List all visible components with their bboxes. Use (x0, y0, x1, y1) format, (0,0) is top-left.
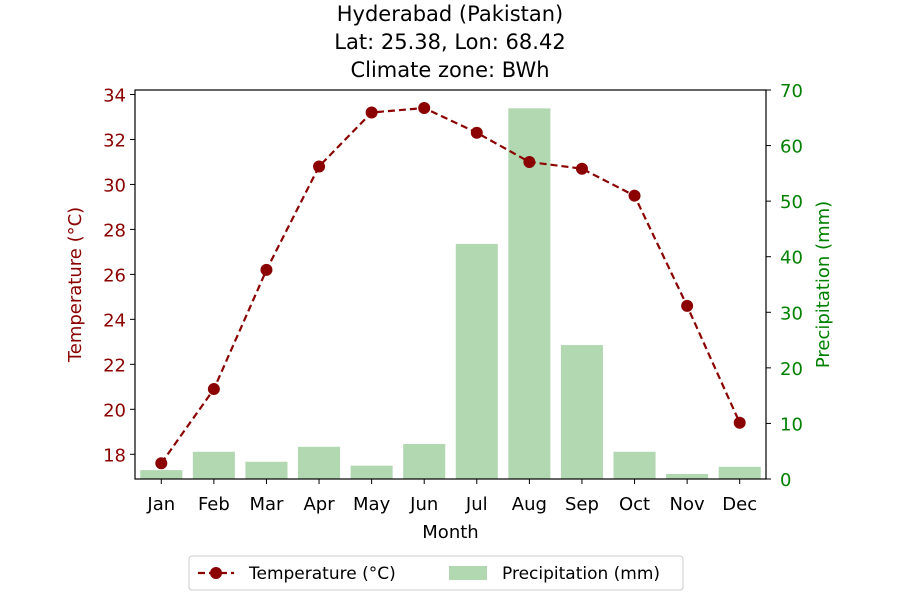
precipitation-bar (508, 108, 551, 480)
x-tick-label: Dec (722, 494, 757, 515)
x-tick-label: Aug (512, 494, 547, 515)
x-tick-label: Jan (146, 494, 175, 515)
temperature-point (681, 299, 694, 312)
x-tick-label: May (353, 494, 391, 515)
precipitation-bar (298, 446, 341, 479)
y-right-tick-label: 20 (780, 359, 803, 380)
legend: Temperature (°C) Precipitation (mm) (188, 555, 684, 591)
y-left-tick-label: 20 (103, 400, 126, 421)
temperature-point (155, 457, 168, 470)
legend-temperature-swatch-marker (210, 567, 222, 579)
x-tick-label: Oct (619, 494, 650, 515)
temperature-point (207, 383, 220, 396)
temperature-point (313, 160, 326, 173)
precipitation-bar (718, 466, 761, 479)
temperature-point (575, 162, 588, 175)
plot-frame (134, 89, 767, 480)
precipitation-bar (192, 451, 235, 479)
temperature-point (365, 106, 378, 119)
chart-title-line: Lat: 25.38, Lon: 68.42 (334, 30, 565, 54)
y-right-tick-label: 0 (780, 470, 791, 491)
temperature-series-line (160, 106, 741, 464)
x-axis-label: Month (422, 522, 478, 543)
y-left-tick-label: 26 (103, 265, 126, 286)
temperature-point (418, 101, 431, 114)
x-axis: Jan Feb Mar Apr May Jun Jul Aug Sep Oct Nov Dec (146, 479, 757, 515)
y-right-tick-label: 10 (780, 414, 803, 435)
x-tick-label: Nov (670, 494, 705, 515)
y-axis-right: 0 10 20 30 40 50 60 70 (766, 81, 803, 491)
precipitation-bar (455, 243, 498, 479)
precipitation-bar (613, 451, 656, 479)
temperature-point (628, 189, 641, 202)
y-left-tick-label: 24 (103, 310, 126, 331)
chart-title: Hyderabad (Pakistan) Lat: 25.38, Lon: 68.… (334, 2, 565, 82)
chart-title-line: Climate zone: BWh (350, 58, 549, 82)
x-tick-label: Feb (198, 494, 230, 515)
y-left-tick-label: 32 (103, 130, 126, 151)
legend-precipitation-swatch (449, 566, 487, 580)
y-axis-left-label: Temperature (°C) (65, 207, 86, 363)
temperature-point (733, 416, 746, 429)
x-tick-label: Mar (249, 494, 284, 515)
precipitation-bar (245, 461, 288, 479)
x-tick-label: Apr (303, 494, 335, 515)
y-left-tick-label: 22 (103, 355, 126, 376)
y-right-tick-label: 40 (780, 248, 803, 269)
temperature-point (470, 126, 483, 139)
temperature-point (523, 155, 536, 168)
precipitation-bar (140, 470, 183, 479)
y-axis-right-label: Precipitation (mm) (813, 201, 834, 368)
y-left-tick-label: 34 (103, 85, 126, 106)
precipitation-bar (350, 465, 393, 479)
y-left-tick-label: 30 (103, 175, 126, 196)
y-right-tick-label: 50 (780, 192, 803, 213)
x-tick-label: Sep (565, 494, 599, 515)
y-left-tick-label: 18 (103, 445, 126, 466)
legend-box (188, 555, 684, 591)
precipitation-bar (666, 473, 709, 479)
precipitation-bars (140, 108, 761, 480)
precipitation-bar (560, 345, 603, 479)
precipitation-bar (403, 443, 446, 479)
legend-precipitation-label: Precipitation (mm) (502, 564, 660, 584)
legend-temperature-label: Temperature (°C) (248, 564, 396, 584)
y-axis-left: 18 20 22 24 26 28 30 32 34 (103, 85, 135, 466)
temperature-line (155, 101, 746, 470)
y-left-tick-label: 28 (103, 220, 126, 241)
y-right-tick-label: 60 (780, 137, 803, 158)
y-right-tick-label: 30 (780, 303, 803, 324)
temperature-point (260, 263, 273, 276)
x-tick-label: Jul (465, 494, 488, 515)
chart-title-line: Hyderabad (Pakistan) (337, 2, 564, 26)
x-tick-label: Jun (409, 494, 438, 515)
y-right-tick-label: 70 (780, 81, 803, 102)
